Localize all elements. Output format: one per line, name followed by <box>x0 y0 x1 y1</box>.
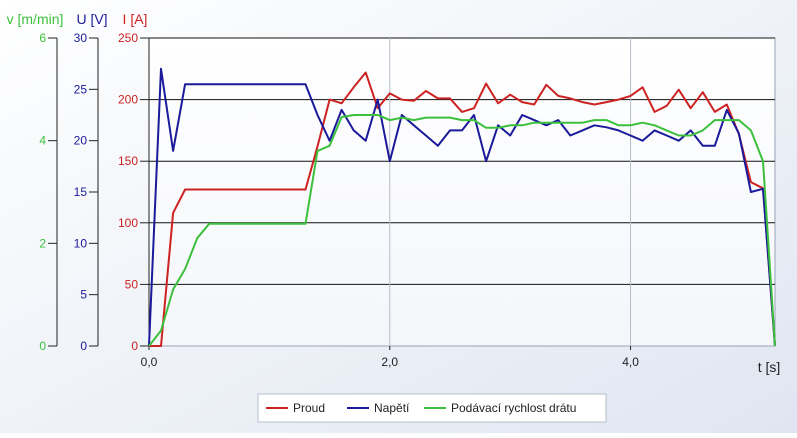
plot-area <box>148 37 776 347</box>
y-tick-label-i: 50 <box>125 277 139 291</box>
y-tick-label-i: 200 <box>118 93 138 107</box>
x-axis-title: t [s] <box>758 359 781 375</box>
y-tick-label-u: 20 <box>74 134 88 148</box>
legend: Proud Napětí Podávací rychlost drátu <box>257 393 607 423</box>
series-line-0 <box>149 71 776 347</box>
y-axis-title-i: I [A] <box>123 11 148 27</box>
legend-label-1: Napětí <box>374 401 410 415</box>
y-tick-label-u: 25 <box>74 82 88 96</box>
x-tick-label: 4,0 <box>622 355 639 369</box>
legend-label-2: Podávací rychlost drátu <box>451 401 576 415</box>
series <box>148 67 776 347</box>
y-tick-label-u: 0 <box>80 339 87 353</box>
y-tick-label-u: 5 <box>80 288 87 302</box>
y-tick-label-i: 150 <box>118 154 138 168</box>
x-tick-label: 2,0 <box>381 355 398 369</box>
y-axis-title-u: U [V] <box>76 11 107 27</box>
axes: 0 2 4 6 v [m/min] 0 5 10 15 20 25 30 U [V] 0 50 100 150 2… <box>7 11 781 375</box>
y-tick-label-u: 30 <box>74 31 88 45</box>
y-tick-label-i: 250 <box>118 31 138 45</box>
y-axis-title-v: v [m/min] <box>7 11 64 27</box>
x-tick-label: 0,0 <box>141 355 158 369</box>
y-tick-label-v: 4 <box>39 134 46 148</box>
y-tick-label-u: 10 <box>74 236 88 250</box>
y-tick-label-i: 100 <box>118 216 138 230</box>
y-tick-label-v: 6 <box>39 31 46 45</box>
legend-label-0: Proud <box>293 401 325 415</box>
y-tick-label-v: 0 <box>39 339 46 353</box>
y-tick-label-u: 15 <box>74 185 88 199</box>
y-tick-label-i: 0 <box>131 339 138 353</box>
y-tick-label-v: 2 <box>39 236 46 250</box>
series-line-2 <box>148 114 776 347</box>
